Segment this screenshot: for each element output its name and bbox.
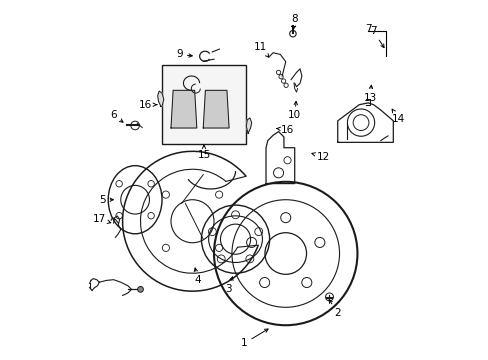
Polygon shape: [171, 90, 196, 128]
Text: 13: 13: [363, 85, 376, 103]
Text: 5: 5: [100, 195, 113, 205]
Text: 4: 4: [194, 268, 201, 285]
Polygon shape: [203, 90, 228, 128]
Text: 8: 8: [291, 14, 297, 29]
Polygon shape: [246, 118, 251, 134]
Text: 11: 11: [253, 42, 268, 57]
Text: 7: 7: [369, 26, 383, 48]
Text: 1: 1: [241, 329, 267, 348]
Text: 15: 15: [197, 145, 210, 160]
Text: 16: 16: [139, 100, 157, 110]
Text: 14: 14: [391, 109, 405, 124]
Text: 2: 2: [328, 300, 340, 318]
Text: 12: 12: [311, 152, 329, 162]
Text: 17: 17: [92, 215, 111, 224]
Text: 3: 3: [224, 277, 233, 294]
Text: 16: 16: [276, 125, 294, 135]
FancyBboxPatch shape: [162, 65, 246, 144]
Text: 6: 6: [110, 111, 123, 122]
Text: 9: 9: [176, 49, 192, 59]
Circle shape: [137, 287, 143, 292]
Polygon shape: [158, 91, 163, 107]
Text: 7: 7: [364, 24, 371, 35]
Text: 10: 10: [287, 102, 301, 121]
